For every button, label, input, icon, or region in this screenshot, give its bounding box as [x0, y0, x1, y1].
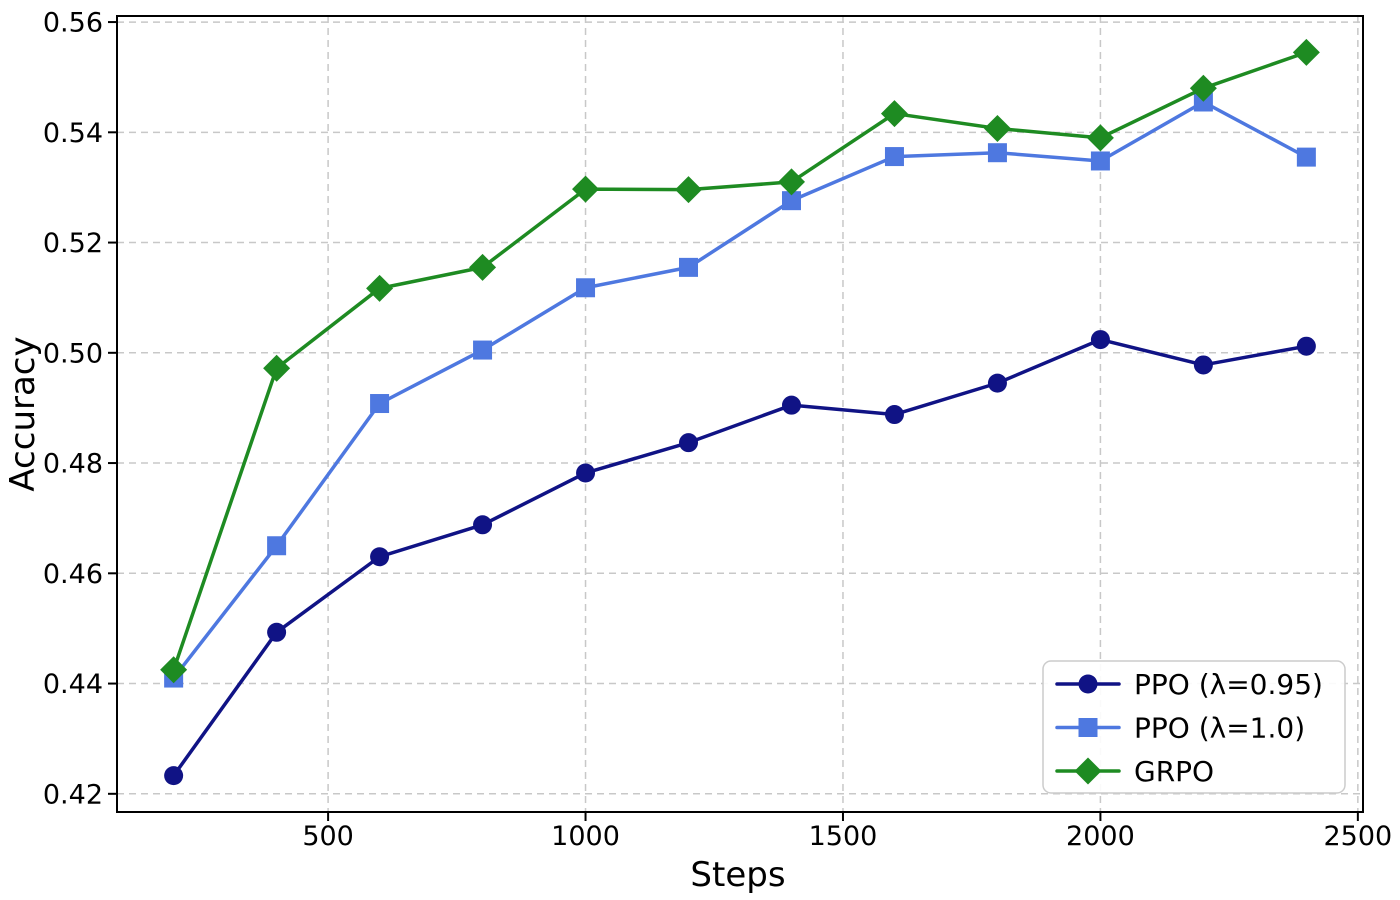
data-point-marker	[366, 274, 394, 302]
y-tick-label: 0.46	[43, 559, 103, 590]
data-point-marker	[880, 100, 908, 128]
plot-area-border	[116, 15, 1364, 813]
legend-item: GRPO	[1055, 755, 1214, 788]
legend-item: PPO (λ=1.0)	[1055, 712, 1305, 745]
data-point-marker	[884, 147, 904, 167]
data-point-marker	[1086, 124, 1114, 152]
data-point-marker	[473, 340, 493, 360]
legend-marker	[1074, 757, 1102, 785]
series-line	[171, 50, 1309, 672]
y-tick-label: 0.44	[43, 669, 103, 700]
y-tick-label: 0.42	[43, 779, 103, 810]
data-point-marker	[781, 395, 801, 415]
data-point-marker	[1189, 74, 1217, 102]
x-tick-label: 2500	[1323, 821, 1392, 852]
data-point-marker	[267, 536, 287, 556]
y-tick-label: 0.54	[43, 118, 103, 149]
x-tick-label: 1000	[551, 821, 620, 852]
data-point-marker	[679, 433, 699, 453]
data-point-marker	[777, 168, 805, 196]
axes-layer	[116, 15, 1364, 813]
data-point-marker	[576, 278, 596, 298]
data-point-marker	[164, 766, 184, 786]
legend: PPO (λ=0.95) PPO (λ=1.0) GRPO	[1042, 660, 1346, 794]
data-point-marker	[983, 114, 1011, 142]
y-tick-label: 0.56	[43, 8, 103, 39]
data-point-marker	[1193, 92, 1213, 112]
x-tick-label: 2000	[1066, 821, 1135, 852]
legend-label: PPO (λ=0.95)	[1134, 668, 1323, 701]
data-point-marker	[572, 175, 600, 203]
legend-marker	[1078, 674, 1098, 694]
y-tick-label: 0.48	[43, 449, 103, 480]
data-point-marker	[473, 515, 493, 535]
legend-label: GRPO	[1134, 755, 1214, 788]
y-tick-label: 0.50	[43, 338, 103, 369]
y-axis-label: Accuracy	[3, 336, 43, 491]
series-line	[171, 337, 1309, 778]
data-point-marker	[267, 622, 287, 642]
data-point-marker	[884, 405, 904, 425]
data-point-marker	[263, 354, 291, 382]
series-line	[171, 100, 1309, 680]
data-point-marker	[160, 656, 188, 684]
data-point-marker	[1296, 336, 1316, 356]
x-tick-label: 500	[302, 821, 354, 852]
data-point-marker	[987, 143, 1007, 163]
x-axis-label: Steps	[690, 855, 785, 895]
data-point-marker	[370, 547, 390, 567]
legend-frame	[1042, 660, 1346, 794]
data-point-marker	[370, 394, 390, 414]
x-tick-label: 1500	[809, 821, 878, 852]
data-point-marker	[1296, 147, 1316, 167]
legend-item: PPO (λ=0.95)	[1055, 668, 1323, 701]
data-point-marker	[679, 257, 699, 277]
data-point-marker	[987, 373, 1007, 393]
tick-layer: 500 1000 1500 2000 2500 0.42 0.44 0.46 0.48 0.50 0…	[43, 8, 1392, 852]
data-point-marker	[1193, 355, 1213, 375]
y-tick-label: 0.52	[43, 228, 103, 259]
data-point-marker	[781, 191, 801, 211]
legend-label: PPO (λ=1.0)	[1134, 712, 1305, 745]
data-point-marker	[1090, 151, 1110, 171]
legend-marker	[1078, 718, 1098, 737]
data-point-marker	[1090, 330, 1110, 350]
data-point-marker	[1292, 38, 1320, 66]
series-layer	[160, 38, 1320, 786]
data-point-marker	[469, 253, 497, 281]
data-point-marker	[675, 176, 703, 204]
data-point-marker	[576, 463, 596, 483]
